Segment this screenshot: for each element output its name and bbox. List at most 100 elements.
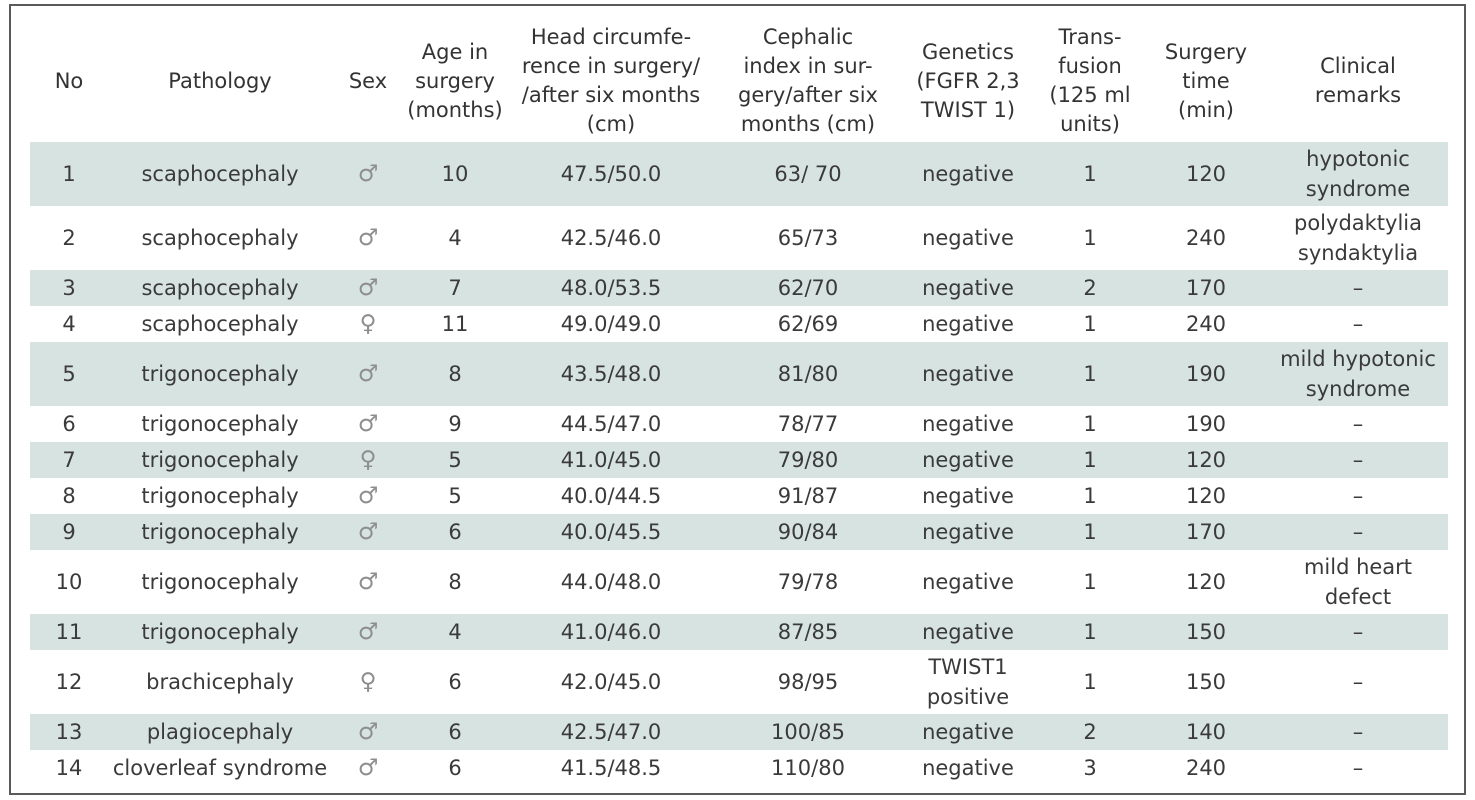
header-clinical-remarks: Clinical remarks xyxy=(1314,54,1402,107)
cell-clinical-remarks: polydaktylia syndaktylia xyxy=(1294,211,1422,265)
cell-genetics: negative xyxy=(900,714,1036,750)
cell-cephalic-index: 79/78 xyxy=(777,570,839,594)
cell-surgery-time: 140 xyxy=(1144,714,1268,750)
cell-cephalic-index: 62/70 xyxy=(716,270,900,306)
cell-head-circumference: 42.5/47.0 xyxy=(506,714,716,750)
cell-transfusion: 1 xyxy=(1036,142,1144,206)
cell-cephalic-index: 79/80 xyxy=(716,442,900,478)
cell-genetics: negative xyxy=(900,142,1036,206)
cell-clinical-remarks: – xyxy=(1352,412,1364,436)
cell-clinical-remarks: – xyxy=(1352,756,1364,780)
table-row: 8 trigonocephaly ♂ 5 40.0/44.5 91/87 negative 1… xyxy=(30,478,1448,514)
cell-genetics: negative xyxy=(900,270,1036,306)
cell-sex: ♂ xyxy=(332,142,404,206)
cell-sex: ♀ xyxy=(332,442,404,478)
cell-no: 8 xyxy=(62,484,76,508)
cell-head-circumference: 43.5/48.0 xyxy=(506,342,716,406)
cell-clinical-remarks: – xyxy=(1268,270,1448,306)
cell-surgery-time: 190 xyxy=(1185,412,1227,436)
cell-age: 4 xyxy=(404,614,506,650)
cell-sex: ♂ xyxy=(332,714,404,750)
cell-cephalic-index: 87/85 xyxy=(716,614,900,650)
cell-pathology: trigonocephaly xyxy=(108,442,332,478)
cell-sex: ♂ xyxy=(357,755,379,781)
header-pathology: Pathology xyxy=(168,68,272,93)
cell-surgery-time: 120 xyxy=(1185,484,1227,508)
cell-cephalic-index: 100/85 xyxy=(716,714,900,750)
cell-cephalic-index: 62/69 xyxy=(777,312,839,336)
table-row: 13 plagiocephaly ♂ 6 42.5/47.0 100/85 negative… xyxy=(30,714,1448,750)
cell-no: 14 xyxy=(55,756,83,780)
cell-surgery-time: 170 xyxy=(1144,514,1268,550)
cell-genetics: negative xyxy=(900,442,1036,478)
cell-pathology: brachicephaly xyxy=(146,670,294,694)
cell-transfusion: 1 xyxy=(1083,670,1097,694)
cell-surgery-time: 120 xyxy=(1185,570,1227,594)
cell-no: 2 xyxy=(62,226,76,250)
cell-age: 5 xyxy=(448,484,462,508)
cell-head-circumference: 40.0/44.5 xyxy=(560,484,662,508)
cell-no: 13 xyxy=(30,714,108,750)
cell-genetics: negative xyxy=(922,312,1014,336)
table-row: 3 scaphocephaly ♂ 7 48.0/53.5 62/70 negative 2 1… xyxy=(30,270,1448,306)
cell-head-circumference: 49.0/49.0 xyxy=(560,312,662,336)
cell-sex: ♂ xyxy=(332,614,404,650)
table-row: 11 trigonocephaly ♂ 4 41.0/46.0 87/85 negative… xyxy=(30,614,1448,650)
cell-surgery-time: 240 xyxy=(1185,312,1227,336)
cell-pathology: scaphocephaly xyxy=(141,226,299,250)
table-row: 5 trigonocephaly ♂ 8 43.5/48.0 81/80 negative 1… xyxy=(30,342,1448,406)
cell-head-circumference: 41.5/48.5 xyxy=(560,756,662,780)
cell-sex: ♂ xyxy=(332,514,404,550)
header-no: No xyxy=(54,68,84,93)
header-row: No Pathology Sex Age in surgery (months)… xyxy=(30,20,1448,142)
cell-transfusion: 1 xyxy=(1036,342,1144,406)
cell-clinical-remarks: – xyxy=(1352,484,1364,508)
cell-transfusion: 1 xyxy=(1083,226,1097,250)
table-body: 1 scaphocephaly ♂ 10 47.5/50.0 63/ 70 negative… xyxy=(30,142,1448,786)
cell-no: 12 xyxy=(55,670,83,694)
cell-transfusion: 3 xyxy=(1083,756,1097,780)
cell-pathology: trigonocephaly xyxy=(108,614,332,650)
cell-age: 7 xyxy=(404,270,506,306)
cell-clinical-remarks: – xyxy=(1268,514,1448,550)
patients-table: No Pathology Sex Age in surgery (months)… xyxy=(30,20,1448,786)
cell-genetics: negative xyxy=(900,514,1036,550)
cell-clinical-remarks: hypotonic syndrome xyxy=(1268,142,1448,206)
cell-head-circumference: 44.0/48.0 xyxy=(560,570,662,594)
cell-genetics: negative xyxy=(922,226,1014,250)
cell-sex: ♂ xyxy=(357,483,379,509)
cell-age: 6 xyxy=(448,756,462,780)
cell-head-circumference: 40.0/45.5 xyxy=(506,514,716,550)
cell-cephalic-index: 63/ 70 xyxy=(716,142,900,206)
cell-no: 6 xyxy=(62,412,76,436)
cell-age: 9 xyxy=(448,412,462,436)
table-row: 7 trigonocephaly ♀ 5 41.0/45.0 79/80 negative 1… xyxy=(30,442,1448,478)
cell-transfusion: 1 xyxy=(1036,614,1144,650)
cell-surgery-time: 150 xyxy=(1185,670,1227,694)
cell-pathology: scaphocephaly xyxy=(141,312,299,336)
cell-genetics: negative xyxy=(922,484,1014,508)
cell-clinical-remarks: mild hypotonic syndrome xyxy=(1268,342,1448,406)
cell-no: 10 xyxy=(55,570,83,594)
cell-transfusion: 1 xyxy=(1036,442,1144,478)
header-genetics: Genetics (FGFR 2,3 TWIST 1) xyxy=(916,39,1020,122)
table-row: 1 scaphocephaly ♂ 10 47.5/50.0 63/ 70 negative… xyxy=(30,142,1448,206)
cell-sex: ♀ xyxy=(359,311,377,337)
cell-no: 7 xyxy=(30,442,108,478)
header-age: Age in surgery (months) xyxy=(407,39,503,122)
cell-age: 4 xyxy=(448,226,462,250)
cell-sex: ♂ xyxy=(357,411,379,437)
table-frame: No Pathology Sex Age in surgery (months)… xyxy=(9,4,1466,795)
cell-no: 4 xyxy=(62,312,76,336)
cell-head-circumference: 47.5/50.0 xyxy=(506,142,716,206)
cell-age: 8 xyxy=(448,570,462,594)
cell-genetics: negative xyxy=(900,614,1036,650)
cell-cephalic-index: 65/73 xyxy=(777,226,839,250)
cell-surgery-time: 240 xyxy=(1185,226,1227,250)
cell-cephalic-index: 91/87 xyxy=(777,484,839,508)
table-row: 10 trigonocephaly ♂ 8 44.0/48.0 79/78 negative… xyxy=(30,550,1448,614)
table-row: 12 brachicephaly ♀ 6 42.0/45.0 98/95 TWIST1 po… xyxy=(30,650,1448,714)
cell-surgery-time: 190 xyxy=(1144,342,1268,406)
cell-genetics: negative xyxy=(922,570,1014,594)
cell-no: 5 xyxy=(30,342,108,406)
